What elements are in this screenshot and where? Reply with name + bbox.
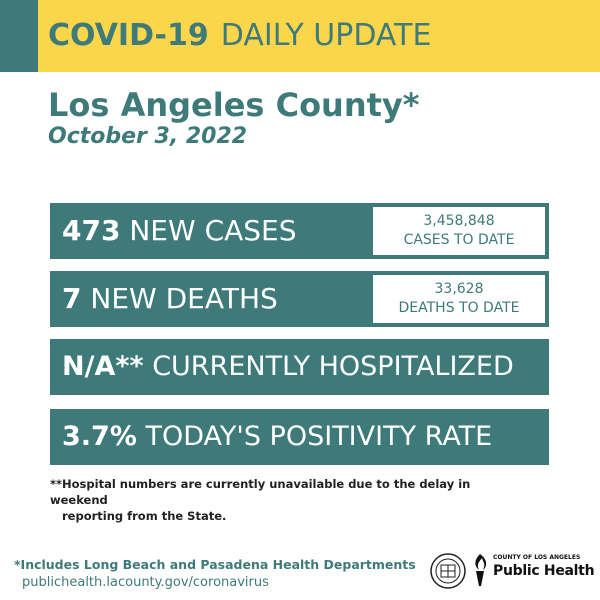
report-date: October 3, 2022 — [48, 124, 248, 149]
website-link[interactable]: publichealth.lacounty.gov/coronavirus — [22, 575, 269, 590]
county-seal-icon — [430, 553, 466, 589]
public-health-logo: COUNTY OF LOS ANGELES Public Health — [470, 551, 595, 589]
new-cases-panel: 473 NEW CASES 3,458,848 CASES TO DATE — [50, 203, 549, 259]
positivity-number: 3.7% — [62, 421, 137, 452]
banner-light: DAILY UPDATE — [220, 18, 432, 53]
banner-bold: COVID-19 — [48, 18, 209, 53]
footnote-line2: reporting from the State. — [62, 509, 227, 523]
logo-public-health-text: Public Health — [493, 563, 595, 579]
new-cases-number: 473 — [62, 214, 121, 247]
header-accent-block — [0, 0, 38, 72]
positivity-panel: 3.7% TODAY'S POSITIVITY RATE — [50, 409, 549, 465]
positivity-label: TODAY'S POSITIVITY RATE — [145, 421, 493, 452]
new-deaths-number: 7 — [62, 282, 82, 315]
hospitalized-text: N/A** CURRENTLY HOSPITALIZED — [62, 351, 514, 383]
hospitalized-number: N/A** — [62, 351, 144, 382]
new-cases-text: 473 NEW CASES — [62, 215, 297, 247]
cases-to-date-label: CASES TO DATE — [403, 232, 515, 248]
torch-logo-icon — [475, 554, 487, 586]
new-deaths-panel: 7 NEW DEATHS 33,628 DEATHS TO DATE — [50, 271, 549, 327]
new-deaths-text: 7 NEW DEATHS — [62, 283, 278, 315]
logo-county-text: COUNTY OF LOS ANGELES — [493, 554, 581, 561]
deaths-to-date-label: DEATHS TO DATE — [398, 300, 520, 316]
hospitalized-label: CURRENTLY HOSPITALIZED — [152, 351, 514, 382]
hospitalized-panel: N/A** CURRENTLY HOSPITALIZED — [50, 339, 549, 395]
header-bar — [38, 0, 600, 72]
positivity-text: 3.7% TODAY'S POSITIVITY RATE — [62, 421, 492, 453]
cases-to-date-number: 3,458,848 — [423, 213, 495, 229]
hospital-footnote: **Hospital numbers are currently unavail… — [50, 476, 510, 524]
banner-title: COVID-19 DAILY UPDATE — [48, 18, 431, 53]
cases-to-date-box: 3,458,848 CASES TO DATE — [373, 207, 545, 255]
footnote-line1: **Hospital numbers are currently unavail… — [50, 477, 471, 507]
deaths-to-date-number: 33,628 — [434, 281, 484, 297]
new-cases-label: NEW CASES — [129, 214, 297, 247]
deaths-to-date-box: 33,628 DEATHS TO DATE — [373, 275, 545, 323]
county-title: Los Angeles County* — [48, 86, 420, 124]
includes-note: *Includes Long Beach and Pasadena Health… — [14, 557, 416, 572]
new-deaths-label: NEW DEATHS — [90, 282, 278, 315]
